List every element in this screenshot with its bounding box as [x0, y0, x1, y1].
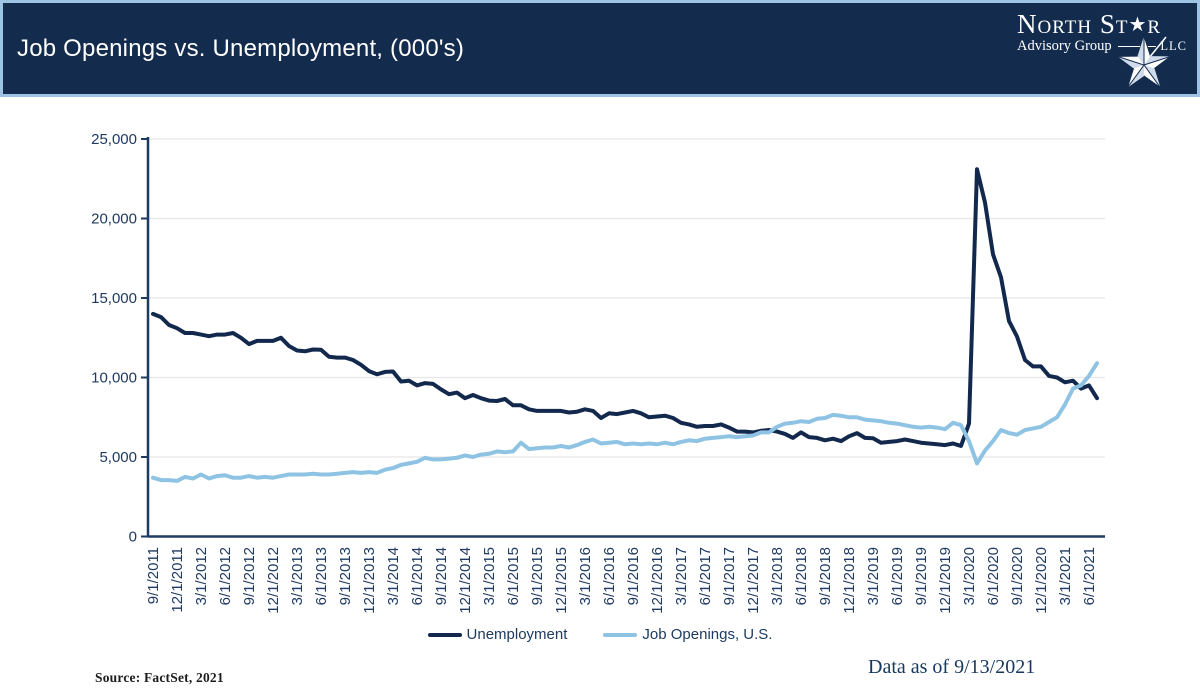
svg-text:12/1/2019: 12/1/2019	[937, 547, 954, 614]
unemployment-line-swatch	[427, 632, 462, 637]
svg-text:15,000: 15,000	[91, 290, 137, 307]
logo-subtitle: Advisory Group	[1017, 38, 1112, 54]
logo-llc: LLC	[1160, 39, 1187, 53]
svg-text:12/1/2015: 12/1/2015	[553, 547, 570, 614]
small-star-icon: ★	[1128, 14, 1148, 36]
svg-text:12/1/2012: 12/1/2012	[265, 547, 282, 614]
legend-item-job-openings: Job Openings, U.S.	[603, 626, 772, 643]
svg-text:12/1/2013: 12/1/2013	[361, 547, 378, 614]
svg-text:9/1/2015: 9/1/2015	[529, 547, 546, 605]
data-as-of-note: Data as of 9/13/2021	[868, 656, 1036, 678]
svg-text:3/1/2013: 3/1/2013	[289, 547, 306, 605]
svg-text:3/1/2018: 3/1/2018	[769, 547, 786, 605]
svg-text:3/1/2017: 3/1/2017	[673, 547, 690, 605]
svg-text:10,000: 10,000	[91, 370, 137, 387]
svg-text:6/1/2018: 6/1/2018	[793, 547, 810, 605]
svg-text:9/1/2013: 9/1/2013	[337, 547, 354, 605]
logo-subtitle-row: Advisory Group LLC	[1017, 38, 1187, 55]
svg-text:9/1/2017: 9/1/2017	[721, 547, 738, 605]
chart-legend: Unemployment Job Openings, U.S.	[0, 626, 1200, 643]
svg-text:3/1/2015: 3/1/2015	[481, 547, 498, 605]
header-bar: Job Openings vs. Unemployment, (000's) N…	[0, 0, 1200, 97]
svg-text:6/1/2019: 6/1/2019	[889, 547, 906, 605]
svg-text:20,000: 20,000	[91, 211, 137, 228]
company-logo: North St★r Advisory Group LLC	[1017, 5, 1187, 93]
svg-text:12/1/2011: 12/1/2011	[169, 547, 186, 613]
legend-label: Unemployment	[466, 626, 568, 643]
svg-text:6/1/2016: 6/1/2016	[601, 547, 618, 605]
job-openings-line-swatch	[603, 632, 638, 637]
svg-text:12/1/2018: 12/1/2018	[841, 547, 858, 614]
svg-text:6/1/2012: 6/1/2012	[217, 547, 234, 605]
svg-text:6/1/2014: 6/1/2014	[409, 547, 426, 605]
svg-text:9/1/2020: 9/1/2020	[1009, 547, 1026, 605]
line-chart: 0 5,000 10,000 15,000 20,000 25,000 9/1/2011 12…	[91, 131, 1105, 614]
svg-text:3/1/2021: 3/1/2021	[1057, 547, 1074, 605]
svg-text:6/1/2017: 6/1/2017	[697, 547, 714, 605]
svg-text:9/1/2014: 9/1/2014	[433, 547, 450, 605]
svg-text:9/1/2018: 9/1/2018	[817, 547, 834, 605]
svg-text:6/1/2015: 6/1/2015	[505, 547, 522, 605]
svg-text:3/1/2020: 3/1/2020	[961, 547, 978, 605]
big-star-icon	[1115, 35, 1173, 89]
page-title: Job Openings vs. Unemployment, (000's)	[17, 34, 465, 62]
legend-item-unemployment: Unemployment	[427, 626, 568, 643]
svg-text:9/1/2019: 9/1/2019	[913, 547, 930, 605]
svg-text:9/1/2012: 9/1/2012	[241, 547, 258, 605]
svg-text:3/1/2014: 3/1/2014	[385, 547, 402, 605]
svg-text:3/1/2016: 3/1/2016	[577, 547, 594, 605]
svg-text:6/1/2020: 6/1/2020	[985, 547, 1002, 605]
legend-label: Job Openings, U.S.	[642, 626, 773, 643]
logo-rule	[1117, 46, 1157, 47]
svg-text:12/1/2020: 12/1/2020	[1033, 547, 1050, 614]
svg-text:25,000: 25,000	[91, 131, 137, 148]
logo-wordmark: North St★r	[1017, 9, 1162, 39]
svg-text:3/1/2012: 3/1/2012	[193, 547, 210, 605]
source-note: Source: FactSet, 2021	[95, 670, 224, 685]
svg-text:6/1/2013: 6/1/2013	[313, 547, 330, 605]
svg-text:0: 0	[129, 529, 137, 546]
svg-text:5,000: 5,000	[99, 449, 137, 466]
svg-text:9/1/2011: 9/1/2011	[145, 547, 162, 604]
svg-text:6/1/2021: 6/1/2021	[1081, 547, 1098, 605]
svg-text:3/1/2019: 3/1/2019	[865, 547, 882, 605]
svg-text:12/1/2014: 12/1/2014	[457, 547, 474, 614]
svg-text:12/1/2017: 12/1/2017	[745, 547, 762, 614]
svg-text:12/1/2016: 12/1/2016	[649, 547, 666, 614]
svg-text:9/1/2016: 9/1/2016	[625, 547, 642, 605]
